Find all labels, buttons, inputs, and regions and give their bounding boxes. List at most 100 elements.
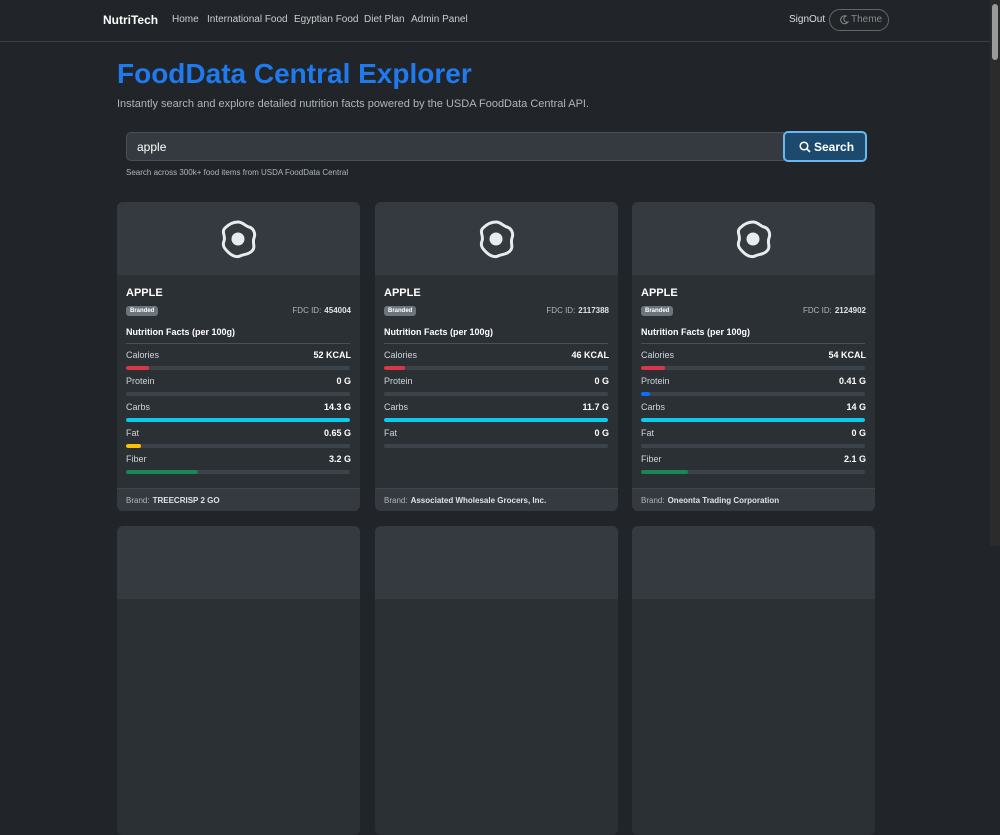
nutrient-value: 0 G	[594, 428, 609, 438]
brand: Brand: Associated Wholesale Grocers, Inc.	[384, 496, 546, 505]
theme-button[interactable]: Theme	[829, 9, 889, 31]
facts-title: Nutrition Facts (per 100g)	[384, 327, 494, 337]
card-placeholder	[632, 526, 875, 835]
nutrient-value: 52 KCAL	[313, 350, 351, 360]
progress-bar	[384, 418, 608, 422]
nutrient-name: Fat	[384, 428, 398, 438]
food-card[interactable]: APPLE Branded FDC ID: 2117388 Nutrition Fact…	[375, 202, 618, 511]
card-image	[632, 202, 875, 275]
fdc-id: FDC ID: 454004	[292, 306, 351, 315]
nutrient-name: Carbs	[641, 402, 666, 412]
card-placeholder	[375, 526, 618, 835]
card-image	[117, 202, 360, 275]
food-name: APPLE	[126, 287, 163, 299]
progress-track	[384, 392, 608, 396]
progress-track	[641, 470, 865, 474]
nutrient-name: Calories	[641, 350, 675, 360]
fdc-label: FDC ID:	[292, 306, 322, 315]
progress-track	[641, 392, 865, 396]
progress-track	[126, 392, 350, 396]
brand-label: Brand:	[641, 496, 665, 505]
card-image	[375, 202, 618, 275]
nutrient-value: 0 G	[851, 428, 866, 438]
progress-track	[384, 444, 608, 448]
progress-track	[384, 418, 608, 422]
badge: Branded	[384, 306, 417, 316]
food-card[interactable]: APPLE Branded FDC ID: 454004 Nutrition Facts…	[117, 202, 360, 511]
nutrient-value: 54 KCAL	[828, 350, 866, 360]
progress-bar	[126, 418, 350, 422]
nutrient-value: 3.2 G	[328, 454, 351, 464]
food-name: APPLE	[384, 287, 421, 299]
brand-label: Brand:	[384, 496, 408, 505]
search-hint: Search across 300k+ food items from USDA…	[126, 168, 349, 177]
page-title: FoodData Central Explorer	[117, 58, 472, 89]
theme-label: Theme	[851, 14, 883, 25]
nutrient-name: Carbs	[384, 402, 409, 412]
card-footer: Brand: Oneonta Trading Corporation	[632, 488, 875, 511]
progress-bar	[126, 444, 141, 448]
progress-bar	[384, 366, 405, 370]
facts-title: Nutrition Facts (per 100g)	[641, 327, 751, 337]
search-icon	[799, 141, 811, 153]
food-icon	[733, 219, 773, 264]
fdc-id: FDC ID: 2117388	[546, 306, 609, 315]
nutrient-value: 0.65 G	[323, 428, 351, 438]
fdc-label: FDC ID:	[802, 306, 832, 315]
divider	[384, 343, 608, 344]
nutrient-value: 0.41 G	[838, 376, 866, 386]
food-card[interactable]: APPLE Branded FDC ID: 2124902 Nutrition Fact…	[632, 202, 875, 511]
progress-track	[126, 444, 350, 448]
nutrient-value: 14 G	[846, 402, 866, 412]
progress-bar	[126, 366, 150, 370]
brand-name: Oneonta Trading Corporation	[667, 496, 780, 505]
nav-link[interactable]: Egyptian Food	[294, 14, 359, 25]
nutrient-value: 11.7 G	[582, 402, 609, 412]
badge: Branded	[641, 306, 674, 316]
brand-label: Brand:	[126, 496, 150, 505]
card-footer: Brand: Associated Wholesale Grocers, Inc.	[375, 488, 618, 511]
nutrient-value: 0 G	[336, 376, 351, 386]
nav-link[interactable]: Admin Panel	[411, 14, 468, 25]
progress-bar	[641, 366, 666, 370]
search-button[interactable]: Search	[783, 131, 867, 162]
query: apple	[137, 140, 167, 154]
moon-icon	[840, 15, 849, 25]
nutrient-name: Fat	[126, 428, 140, 438]
subtitle: Instantly search and explore detailed nu…	[117, 98, 590, 110]
progress-bar	[641, 392, 651, 396]
brand: Brand: TREECRISP 2 GO	[126, 496, 220, 505]
progress-track	[641, 444, 865, 448]
progress-track	[126, 470, 350, 474]
scrollbar	[990, 0, 1000, 546]
card-footer: Brand: TREECRISP 2 GO	[117, 488, 360, 511]
nutrient-name: Fat	[641, 428, 655, 438]
nutrient-value: 2.1 G	[843, 454, 866, 464]
nutrient-name: Fiber	[641, 454, 662, 464]
nutrient-name: Calories	[126, 350, 160, 360]
nutrient-value: 0 G	[594, 376, 609, 386]
nutrient-value: 14.3 G	[323, 402, 351, 412]
nav-link[interactable]: Home	[172, 14, 199, 25]
nutrient-name: Protein	[641, 376, 670, 386]
food-icon	[476, 219, 516, 264]
brand[interactable]: NutriTech	[103, 13, 159, 27]
progress-bar	[641, 470, 689, 474]
brand-name: Associated Wholesale Grocers, Inc.	[410, 496, 547, 505]
search-input[interactable]: apple	[126, 132, 784, 161]
badge: Branded	[126, 306, 159, 316]
fdc-value: 454004	[324, 306, 351, 315]
progress-track	[384, 366, 608, 370]
progress-bar	[641, 418, 865, 422]
brand: Brand: Oneonta Trading Corporation	[641, 496, 779, 505]
signout[interactable]: SignOut	[789, 14, 826, 25]
nav-link[interactable]: International Food	[207, 14, 288, 25]
progress-bar	[126, 470, 198, 474]
fdc-value: 2124902	[834, 306, 866, 315]
progress-track	[641, 418, 865, 422]
card-placeholder	[117, 526, 360, 835]
nav-link[interactable]: Diet Plan	[364, 14, 405, 25]
progress-track	[641, 366, 865, 370]
facts-title: Nutrition Facts (per 100g)	[126, 327, 236, 337]
